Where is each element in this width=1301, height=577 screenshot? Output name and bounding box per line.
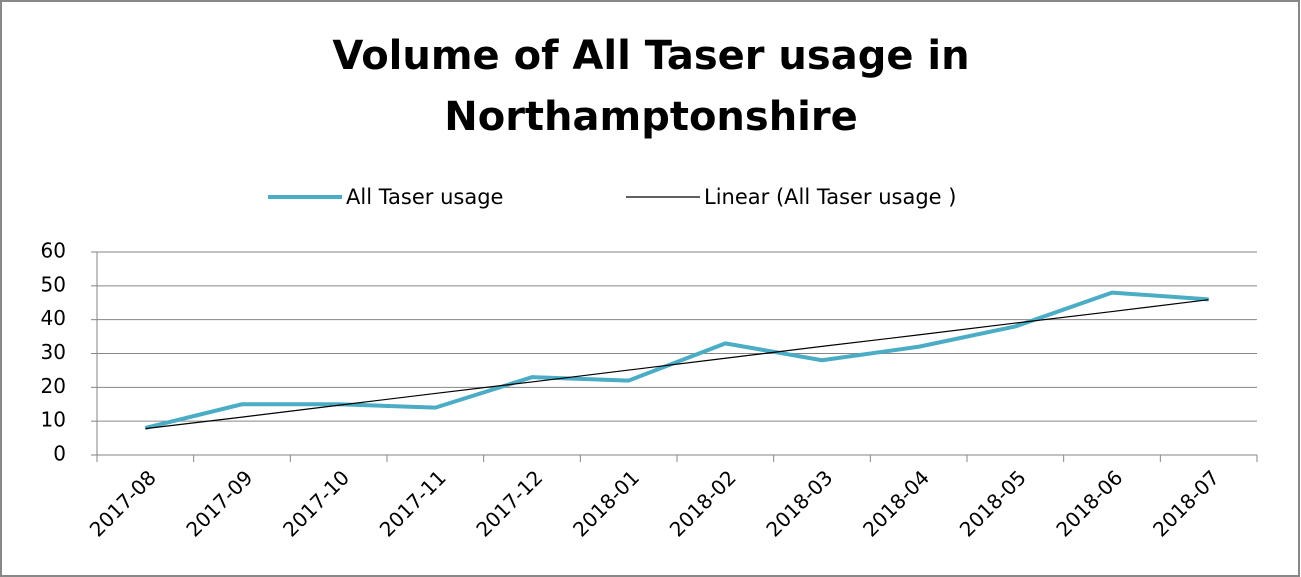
legend-label: Linear (All Taser usage ) [704, 185, 956, 209]
y-tick-label: 0 [53, 442, 66, 466]
legend-label: All Taser usage [346, 185, 503, 209]
y-tick-label: 60 [41, 239, 66, 263]
y-tick-label: 10 [41, 408, 66, 432]
y-tick-label: 30 [41, 340, 66, 364]
chart-title: Northamptonshire [444, 94, 858, 140]
y-tick-label: 40 [41, 306, 66, 330]
chart-title: Volume of All Taser usage in [332, 33, 969, 79]
y-tick-label: 20 [41, 374, 66, 398]
y-tick-label: 50 [41, 272, 66, 296]
trend-line [145, 299, 1209, 430]
